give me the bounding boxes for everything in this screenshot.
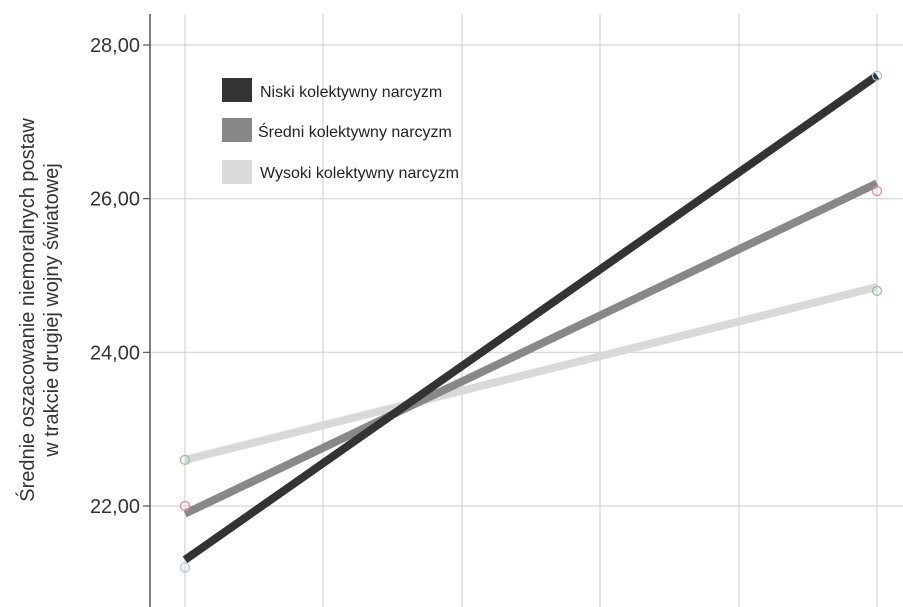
legend-label: Niski kolektywny narcyzm xyxy=(260,84,442,101)
series-line-3 xyxy=(184,283,878,464)
y-tick-label: 24,00 xyxy=(90,342,140,364)
grid xyxy=(150,14,903,607)
data-point-marker xyxy=(871,185,883,197)
legend-swatch xyxy=(222,78,252,102)
y-tick-label: 22,00 xyxy=(90,496,140,518)
y-ticks: 22,00 24,00 26,00 28,00 xyxy=(90,35,150,518)
legend-label: Wysoki kolektywny narcyzm xyxy=(260,165,459,182)
y-axis-label-line-2: w trakcie drugiej wojny światowej xyxy=(41,163,63,457)
legend-label: Średni kolektywny narcyzm xyxy=(258,122,452,141)
y-axis-label: Średnie oszacowanie niemoralnych postaw … xyxy=(15,118,63,502)
series-line-1 xyxy=(182,72,880,564)
series-lines xyxy=(182,72,880,564)
legend: Niski kolektywny narcyzm Średni kolektywn… xyxy=(222,78,459,184)
data-point-marker xyxy=(179,500,191,512)
legend-swatch xyxy=(222,118,252,142)
y-axis-label-line-1: Średnie oszacowanie niemoralnych postaw xyxy=(15,118,39,502)
y-tick-label: 26,00 xyxy=(90,189,140,211)
y-tick-label: 28,00 xyxy=(90,35,140,57)
legend-swatch xyxy=(222,160,252,184)
data-point-marker xyxy=(871,285,883,297)
data-point-marker xyxy=(179,454,191,466)
series-line-2 xyxy=(183,179,879,518)
series-markers xyxy=(179,70,883,573)
data-point-marker xyxy=(179,562,191,573)
data-point-marker xyxy=(871,70,883,81)
